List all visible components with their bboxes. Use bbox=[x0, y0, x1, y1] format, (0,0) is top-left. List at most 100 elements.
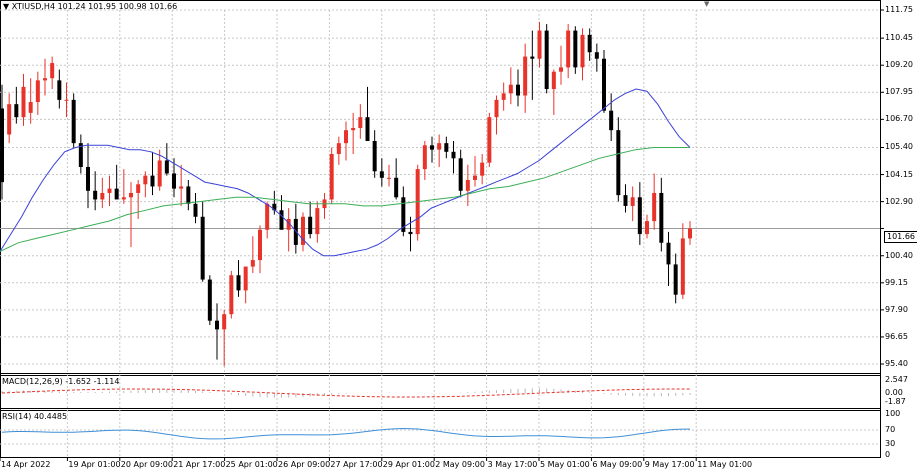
time-tick-label: 27 Apr 17:00 bbox=[330, 460, 383, 469]
candle bbox=[14, 86, 19, 124]
candle bbox=[659, 177, 664, 252]
candle bbox=[680, 223, 685, 300]
time-tick-label: 26 Apr 09:00 bbox=[278, 460, 331, 469]
candle-body bbox=[559, 67, 563, 72]
rsi-tick-label: 100 bbox=[885, 409, 901, 418]
candle-body bbox=[100, 192, 105, 200]
candle bbox=[530, 30, 535, 100]
candle-body bbox=[121, 197, 126, 200]
price-tick-label: 99.15 bbox=[885, 277, 908, 287]
candle-body bbox=[580, 34, 585, 68]
candle bbox=[0, 84, 4, 200]
candle-body bbox=[329, 153, 334, 200]
candle-body bbox=[451, 151, 456, 159]
candle-body bbox=[86, 166, 90, 191]
candle bbox=[401, 186, 406, 237]
collapse-arrow-icon[interactable]: ▼ bbox=[704, 0, 710, 8]
candle-body bbox=[157, 160, 162, 187]
time-tick-label: 5 May 01:00 bbox=[540, 460, 590, 469]
time-tick-label: 25 Apr 01:00 bbox=[225, 460, 278, 469]
candle-body bbox=[494, 99, 499, 118]
candlestick-series bbox=[0, 21, 692, 367]
candle bbox=[645, 214, 649, 239]
candle-body bbox=[50, 63, 55, 79]
candle bbox=[250, 236, 255, 274]
candle bbox=[537, 21, 542, 68]
candle-body bbox=[422, 145, 427, 170]
candle bbox=[308, 201, 313, 239]
candle-body bbox=[365, 117, 370, 141]
rsi-tick-label: 30 bbox=[885, 439, 896, 448]
candle bbox=[21, 73, 26, 126]
candle-body bbox=[645, 221, 649, 235]
candle-body bbox=[616, 130, 621, 196]
candle-body bbox=[186, 186, 191, 204]
candle-body bbox=[7, 104, 12, 135]
candle bbox=[179, 164, 184, 206]
rsi-line bbox=[1, 427, 690, 440]
candle bbox=[258, 225, 262, 274]
time-tick-label: 11 May 01:00 bbox=[697, 460, 753, 469]
candle-body bbox=[351, 128, 356, 131]
candle bbox=[28, 78, 33, 124]
candle-body bbox=[258, 229, 262, 261]
candle-body bbox=[336, 143, 341, 154]
price-tick-label: 102.90 bbox=[885, 196, 913, 206]
candle-body bbox=[35, 80, 40, 103]
candle bbox=[566, 24, 571, 79]
candle bbox=[616, 117, 621, 202]
macd-tick-label: -1.87 bbox=[885, 397, 906, 406]
candle bbox=[458, 149, 463, 198]
candle-body bbox=[516, 84, 520, 96]
dropdown-arrow-icon[interactable]: ▼ bbox=[3, 2, 10, 11]
candle-body bbox=[207, 279, 212, 321]
candle bbox=[64, 82, 69, 118]
candle-body bbox=[143, 175, 148, 185]
time-tick-label: 19 Apr 01:00 bbox=[68, 460, 121, 469]
candle bbox=[430, 136, 434, 163]
price-tick-label: 105.40 bbox=[885, 142, 913, 152]
symbol-info: XTIUSD,H4 101.24 101.95 100.98 101.66 bbox=[11, 2, 178, 11]
time-tick-label: 21 Apr 17:00 bbox=[173, 460, 226, 469]
candle bbox=[229, 270, 234, 319]
candle bbox=[121, 169, 126, 204]
candle-body bbox=[301, 216, 305, 245]
candle-body bbox=[430, 145, 434, 150]
rsi-label: RSI(14) 40.4485 bbox=[2, 412, 68, 421]
time-tick-label: 3 May 17:00 bbox=[487, 460, 538, 469]
chart-header: ▼ XTIUSD,H4 101.24 101.95 100.98 101.66 bbox=[3, 2, 177, 11]
candle bbox=[329, 147, 334, 204]
candle-body bbox=[136, 184, 141, 193]
candle bbox=[7, 93, 12, 144]
candle bbox=[501, 82, 506, 111]
candle-body bbox=[243, 266, 248, 291]
candle-body bbox=[114, 188, 119, 200]
candle-body bbox=[602, 58, 606, 111]
candle-body bbox=[530, 56, 535, 59]
price-tick-label: 111.75 bbox=[885, 5, 913, 14]
candle bbox=[415, 164, 420, 241]
candle-body bbox=[229, 275, 234, 315]
candle bbox=[78, 134, 83, 174]
time-tick-label: 20 Apr 09:00 bbox=[120, 460, 173, 469]
candle-body bbox=[372, 140, 377, 172]
candle bbox=[630, 186, 635, 222]
price-tick-label: 104.15 bbox=[885, 169, 913, 179]
price-tick-label: 96.65 bbox=[885, 331, 908, 341]
candle-body bbox=[14, 104, 19, 118]
macd-label: MACD(12,26,9) -1.652 -1.114 bbox=[2, 377, 120, 386]
candle bbox=[473, 156, 477, 187]
price-tick-label: 95.40 bbox=[885, 359, 908, 368]
candle bbox=[150, 151, 155, 196]
candle-body bbox=[265, 203, 270, 230]
candle bbox=[114, 164, 119, 200]
candle-body bbox=[222, 314, 227, 330]
price-tick-label: 107.95 bbox=[885, 87, 913, 97]
candle bbox=[293, 203, 298, 254]
candle-body bbox=[150, 175, 155, 187]
candle-body bbox=[680, 238, 685, 295]
candle bbox=[57, 69, 62, 109]
candle bbox=[623, 184, 628, 213]
